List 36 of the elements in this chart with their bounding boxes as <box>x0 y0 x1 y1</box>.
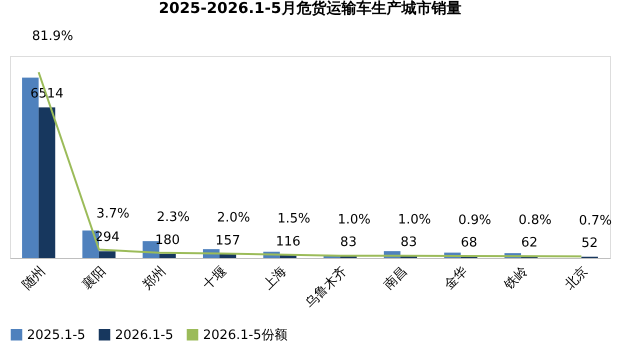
data-label: 0.9% <box>458 212 492 228</box>
data-label: 68 <box>460 235 478 250</box>
data-label: 3.7% <box>96 206 130 222</box>
data-label: 52 <box>581 236 598 251</box>
legend-label: 2025.1-5 <box>27 328 86 343</box>
x-tick-label: 北京 <box>562 264 592 293</box>
chart-title: 2025-2026.1-5月危货运输车生产城市销量 <box>158 0 462 18</box>
x-tick-label: 襄阳 <box>79 263 109 293</box>
x-tick-label: 金华 <box>442 264 471 293</box>
data-label: 0.7% <box>578 213 612 228</box>
legend-label: 2026.1-5 <box>115 328 174 343</box>
data-label: 83 <box>400 235 418 250</box>
x-tick-label: 十堰 <box>200 264 230 293</box>
data-label: 116 <box>276 234 301 250</box>
x-tick-label: 随州 <box>20 264 49 293</box>
x-tick-label: 铁岭 <box>501 264 531 294</box>
x-tick-label: 乌鲁木齐 <box>302 264 350 312</box>
data-label: 2.3% <box>156 210 190 225</box>
data-label: 1.5% <box>277 212 310 227</box>
data-label: 81.9% <box>32 29 74 44</box>
bar <box>98 251 116 258</box>
data-label: 1.0% <box>398 212 431 228</box>
x-tick-label: 南昌 <box>381 264 410 293</box>
x-tick-label: 郑州 <box>140 264 170 293</box>
data-label: 0.8% <box>518 213 552 228</box>
data-label: 62 <box>521 236 538 251</box>
bar <box>38 107 56 258</box>
bar <box>220 254 236 258</box>
data-label: 157 <box>215 233 240 248</box>
x-tick-label: 上海 <box>260 264 290 293</box>
data-label: 1.0% <box>338 212 371 228</box>
legend-label: 2026.1-5份额 <box>203 328 288 343</box>
data-label: 2.0% <box>217 210 250 226</box>
data-label: 180 <box>155 232 180 248</box>
data-label: 83 <box>340 235 357 250</box>
bar <box>159 254 176 258</box>
